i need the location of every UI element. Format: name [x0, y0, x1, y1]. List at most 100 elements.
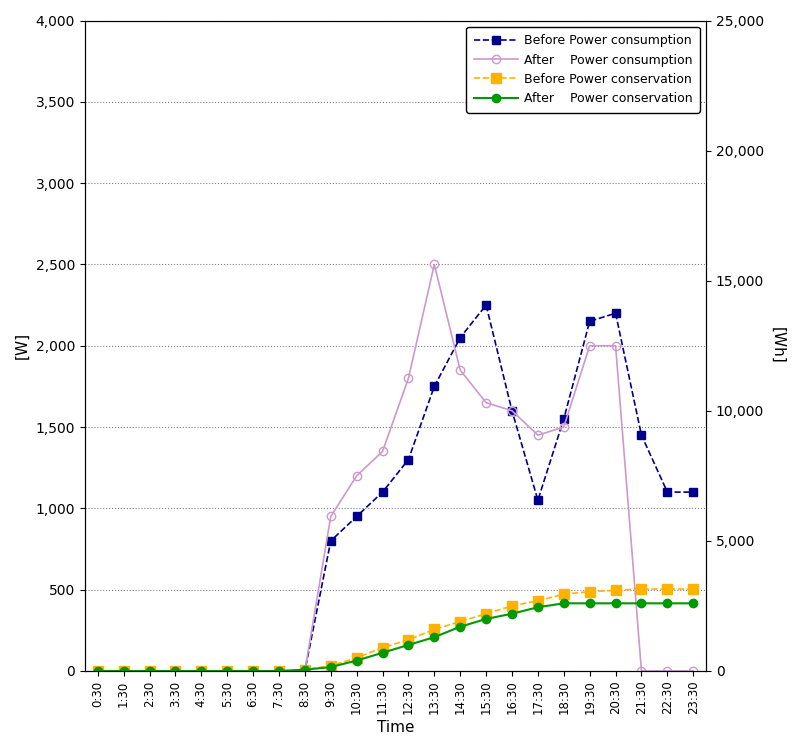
Before Power consumption [585, 316, 594, 326]
Before Power conservation [637, 584, 646, 593]
Before Power conservation [559, 590, 569, 598]
After    Power consumption [326, 512, 335, 521]
After    Power conservation [274, 667, 284, 676]
Before Power conservation [274, 667, 284, 676]
Before Power consumption [222, 667, 232, 676]
After    Power conservation [610, 598, 620, 608]
Before Power conservation [482, 609, 491, 618]
Before Power consumption [119, 667, 129, 676]
After    Power conservation [93, 667, 102, 676]
Before Power conservation [93, 667, 102, 676]
Before Power conservation [610, 586, 620, 595]
After    Power conservation [507, 609, 517, 618]
After    Power conservation [404, 640, 414, 650]
After    Power consumption [119, 667, 129, 676]
Before Power consumption [533, 496, 542, 505]
After    Power conservation [637, 598, 646, 608]
Y-axis label: [Wh]: [Wh] [770, 327, 785, 364]
Before Power consumption [274, 667, 284, 676]
X-axis label: Time: Time [377, 720, 414, 735]
Before Power conservation [585, 587, 594, 596]
After    Power conservation [662, 598, 672, 608]
After    Power consumption [662, 667, 672, 676]
Legend: Before Power consumption, After    Power consumption, Before Power conservation,: Before Power consumption, After Power co… [466, 27, 700, 112]
Before Power conservation [378, 643, 387, 652]
After    Power consumption [378, 447, 387, 456]
After    Power conservation [585, 598, 594, 608]
After    Power consumption [352, 471, 362, 480]
Before Power consumption [300, 667, 310, 676]
After    Power consumption [93, 667, 102, 676]
After    Power conservation [170, 667, 180, 676]
Before Power consumption [559, 415, 569, 424]
After    Power conservation [119, 667, 129, 676]
After    Power conservation [300, 665, 310, 674]
After    Power conservation [352, 656, 362, 665]
After    Power conservation [326, 662, 335, 671]
Before Power consumption [610, 309, 620, 318]
After    Power conservation [145, 667, 154, 676]
Before Power conservation [533, 596, 542, 605]
Before Power conservation [300, 665, 310, 674]
Before Power consumption [378, 488, 387, 496]
After    Power conservation [378, 648, 387, 657]
Before Power consumption [197, 667, 206, 676]
Before Power consumption [689, 488, 698, 496]
After    Power consumption [404, 374, 414, 382]
After    Power conservation [248, 667, 258, 676]
After    Power conservation [533, 603, 542, 612]
After    Power consumption [248, 667, 258, 676]
After    Power conservation [559, 598, 569, 608]
Before Power consumption [507, 406, 517, 416]
After    Power consumption [507, 406, 517, 416]
Before Power consumption [248, 667, 258, 676]
After    Power conservation [197, 667, 206, 676]
Before Power consumption [352, 512, 362, 521]
After    Power conservation [482, 614, 491, 623]
Line: After    Power consumption: After Power consumption [94, 260, 698, 675]
Before Power consumption [93, 667, 102, 676]
Before Power conservation [326, 662, 335, 670]
After    Power consumption [533, 430, 542, 439]
Before Power conservation [662, 584, 672, 593]
Before Power conservation [145, 667, 154, 676]
Before Power conservation [404, 635, 414, 644]
After    Power consumption [610, 341, 620, 350]
After    Power conservation [455, 622, 465, 632]
After    Power consumption [637, 667, 646, 676]
After    Power consumption [145, 667, 154, 676]
Before Power consumption [170, 667, 180, 676]
Before Power conservation [222, 667, 232, 676]
Line: After    Power conservation: After Power conservation [94, 599, 698, 675]
Before Power conservation [689, 584, 698, 593]
Before Power conservation [197, 667, 206, 676]
After    Power consumption [559, 422, 569, 431]
Before Power consumption [404, 455, 414, 464]
Before Power consumption [430, 382, 439, 391]
Before Power conservation [507, 602, 517, 610]
After    Power consumption [300, 667, 310, 676]
Before Power consumption [662, 488, 672, 496]
Before Power consumption [326, 536, 335, 545]
After    Power consumption [222, 667, 232, 676]
After    Power consumption [170, 667, 180, 676]
Y-axis label: [W]: [W] [15, 332, 30, 359]
Before Power consumption [482, 301, 491, 310]
Line: Before Power conservation: Before Power conservation [93, 584, 698, 676]
Before Power conservation [352, 653, 362, 662]
Before Power conservation [119, 667, 129, 676]
After    Power consumption [430, 260, 439, 269]
Before Power conservation [455, 617, 465, 626]
After    Power conservation [430, 633, 439, 642]
After    Power consumption [689, 667, 698, 676]
Before Power conservation [430, 625, 439, 634]
Before Power consumption [455, 333, 465, 342]
After    Power consumption [197, 667, 206, 676]
Before Power conservation [170, 667, 180, 676]
Before Power consumption [637, 430, 646, 439]
After    Power consumption [585, 341, 594, 350]
After    Power conservation [222, 667, 232, 676]
Before Power conservation [248, 667, 258, 676]
After    Power consumption [455, 366, 465, 375]
After    Power conservation [689, 598, 698, 608]
